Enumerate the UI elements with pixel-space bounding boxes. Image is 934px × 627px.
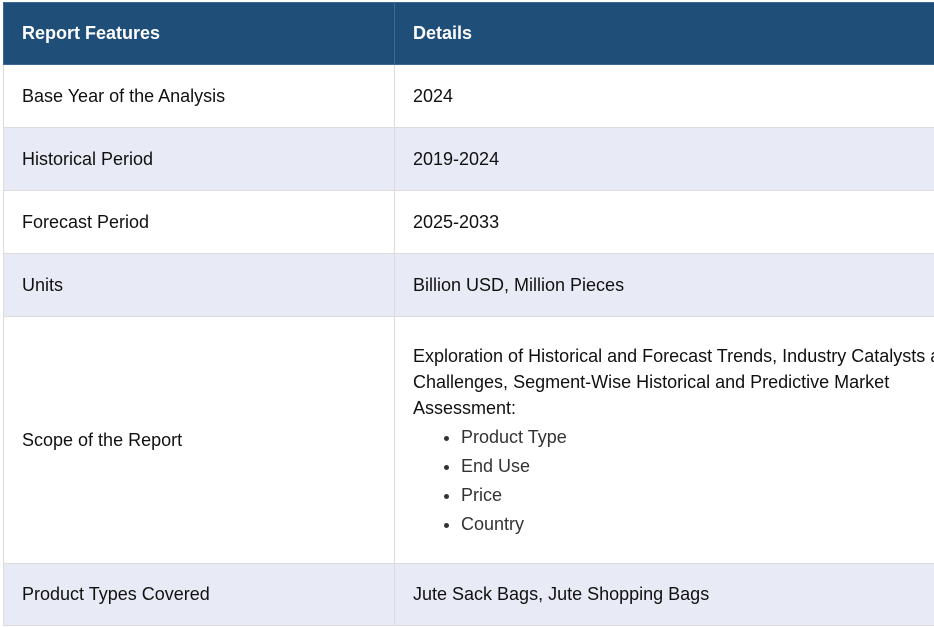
scope-description: Exploration of Historical and Forecast T… — [413, 346, 934, 418]
header-report-features: Report Features — [3, 2, 395, 65]
list-item: Country — [461, 510, 934, 539]
detail-cell: 2025-2033 — [394, 190, 934, 254]
detail-cell: 2019-2024 — [394, 127, 934, 191]
table-row: Historical Period 2019-2024 — [3, 127, 934, 191]
detail-cell: 2024 — [394, 64, 934, 128]
report-table-container: Report Features Details Base Year of the… — [3, 2, 934, 627]
list-item: Price — [461, 481, 934, 510]
table-row: Product Types Covered Jute Sack Bags, Ju… — [3, 563, 934, 626]
feature-cell: Product Types Covered — [3, 563, 395, 626]
feature-cell: Historical Period — [3, 127, 395, 191]
table-row: Forecast Period 2025-2033 — [3, 190, 934, 254]
table-header-row: Report Features Details — [3, 2, 934, 65]
table-row: Base Year of the Analysis 2024 — [3, 64, 934, 128]
list-item: End Use — [461, 452, 934, 481]
report-features-table: Report Features Details Base Year of the… — [3, 2, 934, 626]
feature-cell: Units — [3, 253, 395, 317]
table-row: Units Billion USD, Million Pieces — [3, 253, 934, 317]
feature-cell: Base Year of the Analysis — [3, 64, 395, 128]
table-row: Scope of the Report Exploration of Histo… — [3, 316, 934, 564]
list-item: Product Type — [461, 423, 934, 452]
feature-cell: Forecast Period — [3, 190, 395, 254]
scope-list: Product Type End Use Price Country — [413, 423, 934, 539]
detail-cell: Jute Sack Bags, Jute Shopping Bags — [394, 563, 934, 626]
detail-cell: Billion USD, Million Pieces — [394, 253, 934, 317]
feature-cell: Scope of the Report — [3, 316, 395, 564]
detail-cell: Exploration of Historical and Forecast T… — [394, 316, 934, 564]
header-details: Details — [394, 2, 934, 65]
